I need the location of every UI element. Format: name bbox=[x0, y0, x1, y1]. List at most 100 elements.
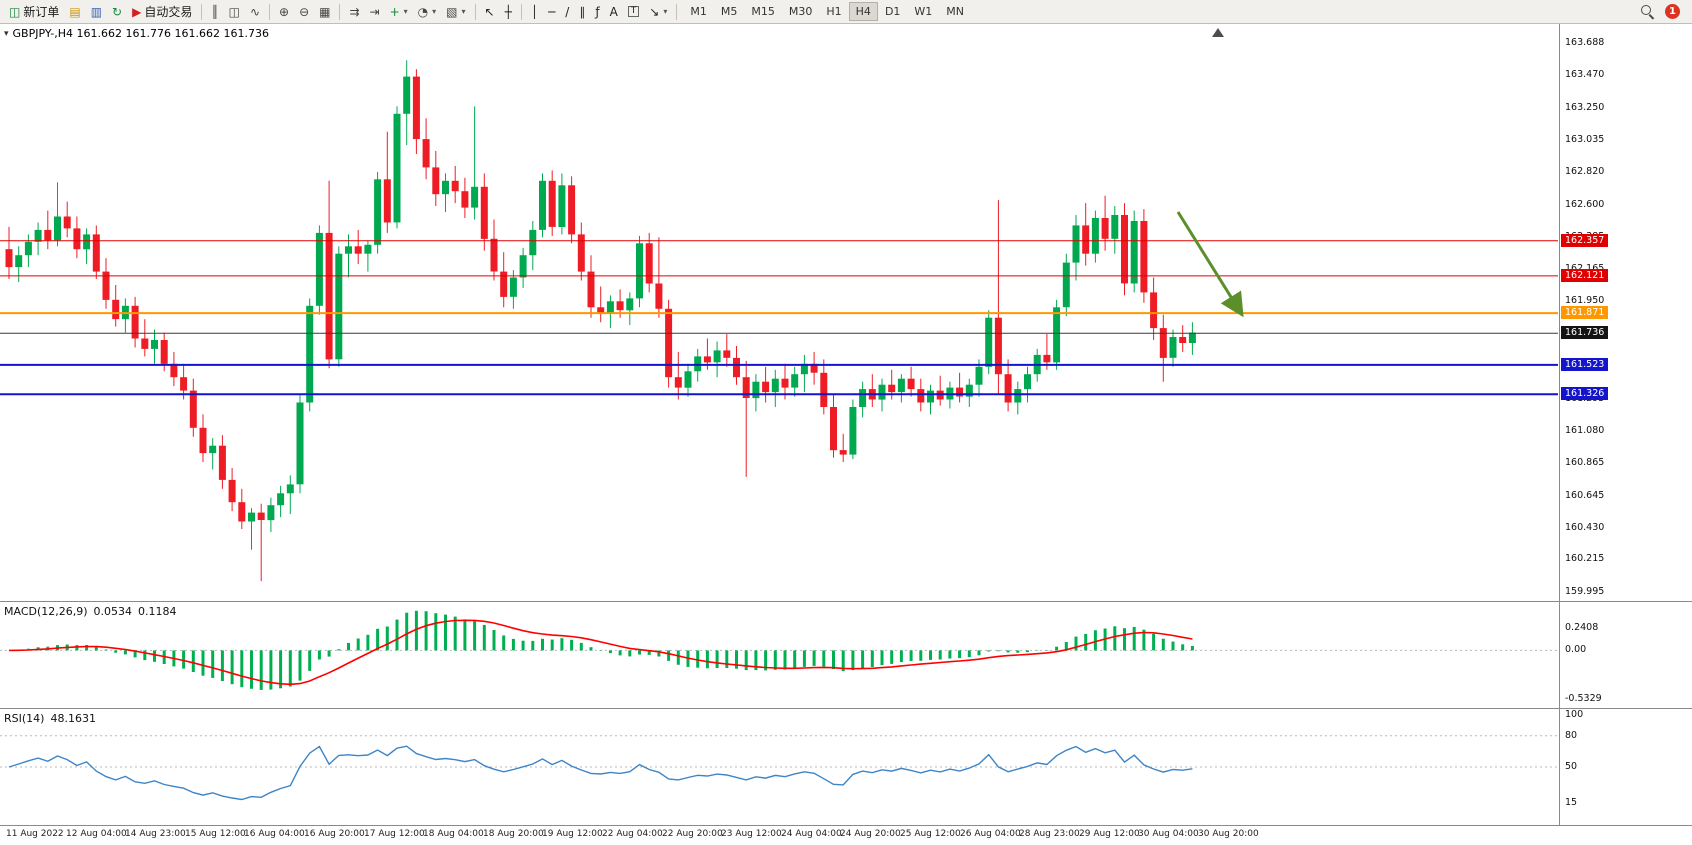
macd-name: MACD(12,26,9) bbox=[4, 605, 88, 618]
text-button[interactable]: A bbox=[605, 2, 623, 22]
crosshair-icon: ┼ bbox=[504, 4, 512, 19]
fibonacci-icon: ƒ bbox=[595, 4, 600, 19]
rsi-axis-label: 100 bbox=[1565, 709, 1584, 720]
time-axis[interactable]: 11 Aug 2022 12 Aug 04:00 14 Aug 23:00 15 Au… bbox=[0, 826, 1692, 845]
time-label: 16 Aug 20:00 bbox=[304, 829, 365, 839]
timeframe-h1-button[interactable]: H1 bbox=[819, 2, 848, 21]
line-chart-icon: ∿ bbox=[249, 4, 260, 19]
price-tag-161.523: 161.523 bbox=[1561, 358, 1609, 371]
market-watch-button[interactable]: ▤ bbox=[64, 2, 85, 22]
price-tick: 162.820 bbox=[1565, 166, 1605, 177]
time-label: 19 Aug 12:00 bbox=[542, 829, 603, 839]
add-indicator-icon: + bbox=[389, 4, 400, 19]
periods-button[interactable]: ◔ ▾ bbox=[413, 2, 442, 22]
timeframe-m5-button[interactable]: M5 bbox=[714, 2, 745, 21]
chart-title-row: ▾ GBPJPY-,H4 161.662 161.776 161.662 161… bbox=[4, 27, 269, 40]
time-label: 29 Aug 12:00 bbox=[1079, 829, 1140, 839]
templates-button[interactable]: ▧ ▾ bbox=[441, 2, 470, 22]
macd-label-row: MACD(12,26,9) 0.0534 0.1184 bbox=[4, 605, 177, 618]
timeframe-d1-button[interactable]: D1 bbox=[878, 2, 907, 21]
bar-chart-button[interactable]: ║ bbox=[206, 2, 223, 22]
line-chart-button[interactable]: ∿ bbox=[245, 2, 265, 22]
fibonacci-button[interactable]: ƒ bbox=[590, 2, 604, 22]
rsi-chart[interactable] bbox=[0, 709, 1558, 825]
timeframe-m1-button[interactable]: M1 bbox=[683, 2, 714, 21]
price-tick: 162.165 bbox=[1565, 263, 1604, 274]
time-label: 24 Aug 04:00 bbox=[781, 829, 842, 839]
macd-axis[interactable]: 0.2408 0.00 -0.5329 bbox=[1559, 602, 1692, 708]
time-label: 18 Aug 04:00 bbox=[423, 829, 484, 839]
timeframe-mn-button[interactable]: MN bbox=[939, 2, 971, 21]
trendline-button[interactable]: / bbox=[560, 2, 574, 22]
price-tick: 163.250 bbox=[1565, 102, 1605, 113]
rsi-value: 48.1631 bbox=[50, 712, 96, 725]
search-icon[interactable] bbox=[1640, 4, 1655, 19]
market-watch-icon: ▤ bbox=[69, 4, 81, 19]
dropdown-caret-icon: ▾ bbox=[663, 7, 668, 16]
chart-shift-marker[interactable] bbox=[1212, 28, 1224, 37]
trend-arrow[interactable] bbox=[1176, 211, 1244, 318]
time-label: 30 Aug 04:00 bbox=[1138, 829, 1199, 839]
macd-chart[interactable] bbox=[0, 602, 1558, 708]
macd-axis-label: 0.00 bbox=[1565, 644, 1587, 655]
macd-value-main: 0.0534 bbox=[93, 605, 133, 618]
timeframe-h4-button[interactable]: H4 bbox=[848, 2, 878, 21]
refresh-icon: ↻ bbox=[112, 4, 123, 19]
new-order-button-label: 新订单 bbox=[23, 5, 60, 19]
cursor-button[interactable]: ↖ bbox=[480, 2, 500, 22]
timeframe-toolbar: M1 M5 M15 M30 H1 H4 D1 W1 MN bbox=[683, 2, 971, 21]
main-toolbar: ◫ 新订单 ▤ ▥ ↻ ▶ 自动交易 ║ ◫ ∿ ⊕ ⊖ ▦ ⇉ ⇥ + ▾ ◔ ▾ ▧ ▾ ↖ ┼ │ ─ / ∥ ƒ A T ↘ ▾ M1… bbox=[0, 0, 1692, 24]
price-tick: 160.865 bbox=[1565, 457, 1605, 468]
price-tick: 163.470 bbox=[1565, 69, 1605, 80]
toolbar-separator bbox=[520, 3, 522, 20]
notification-badge[interactable]: 1 bbox=[1665, 4, 1680, 19]
auto-scroll-button[interactable]: ⇉ bbox=[344, 2, 364, 22]
time-label: 16 Aug 04:00 bbox=[244, 829, 305, 839]
zoom-in-button[interactable]: ⊕ bbox=[274, 2, 294, 22]
periods-clock-icon: ◔ bbox=[417, 4, 429, 19]
price-tag-161.326: 161.326 bbox=[1561, 387, 1609, 400]
horizontal-line-icon: ─ bbox=[548, 4, 556, 19]
horizontal-line-button[interactable]: ─ bbox=[543, 2, 560, 22]
new-order-button[interactable]: ◫ 新订单 bbox=[4, 2, 64, 22]
refresh-button[interactable]: ↻ bbox=[107, 2, 127, 22]
price-tick: 160.215 bbox=[1565, 553, 1605, 564]
zoom-in-icon: ⊕ bbox=[279, 4, 290, 19]
toolbar-separator bbox=[269, 3, 270, 20]
timeframe-m30-button[interactable]: M30 bbox=[782, 2, 820, 21]
rsi-label-row: RSI(14) 48.1631 bbox=[4, 712, 96, 725]
toolbar-separator bbox=[676, 3, 678, 20]
arrows-button[interactable]: ↘ ▾ bbox=[644, 2, 672, 22]
text-label-button[interactable]: T bbox=[623, 2, 645, 22]
channel-button[interactable]: ∥ bbox=[574, 2, 590, 22]
main-chart-pane: ▾ GBPJPY-,H4 161.662 161.776 161.662 161… bbox=[0, 24, 1692, 602]
time-label: 11 Aug 2022 bbox=[6, 829, 64, 839]
vertical-line-button[interactable]: │ bbox=[526, 2, 543, 22]
price-tick: 160.430 bbox=[1565, 522, 1605, 533]
tile-windows-button[interactable]: ▦ bbox=[314, 2, 335, 22]
toolbar-separator bbox=[339, 3, 341, 20]
timeframe-m15-button[interactable]: M15 bbox=[744, 2, 782, 21]
rsi-pane: RSI(14) 48.1631 100 80 50 15 bbox=[0, 709, 1692, 826]
autotrade-button[interactable]: ▶ 自动交易 bbox=[127, 2, 197, 22]
text-icon: A bbox=[609, 4, 618, 19]
macd-axis-label: 0.2408 bbox=[1565, 622, 1599, 633]
timeframe-w1-button[interactable]: W1 bbox=[907, 2, 939, 21]
price-axis[interactable]: 163.688 163.470 163.250 163.035 162.820 162.6… bbox=[1559, 24, 1692, 601]
price-chart[interactable] bbox=[0, 24, 1558, 601]
candle-chart-button[interactable]: ◫ bbox=[224, 2, 245, 22]
indicators-button[interactable]: + ▾ bbox=[385, 2, 413, 22]
autotrade-icon: ▶ bbox=[132, 4, 142, 19]
data-window-button[interactable]: ▥ bbox=[86, 2, 107, 22]
zoom-out-button[interactable]: ⊖ bbox=[294, 2, 314, 22]
templates-icon: ▧ bbox=[446, 4, 458, 19]
crosshair-button[interactable]: ┼ bbox=[500, 2, 517, 22]
zoom-out-icon: ⊖ bbox=[299, 4, 310, 19]
one-click-trading-toggle[interactable]: ▾ bbox=[4, 28, 9, 39]
time-label: 18 Aug 20:00 bbox=[483, 829, 544, 839]
rsi-axis[interactable]: 100 80 50 15 bbox=[1559, 709, 1692, 825]
chart-shift-button[interactable]: ⇥ bbox=[365, 2, 385, 22]
time-label: 28 Aug 23:00 bbox=[1019, 829, 1080, 839]
price-tick: 161.950 bbox=[1565, 295, 1605, 306]
time-label: 24 Aug 20:00 bbox=[840, 829, 901, 839]
